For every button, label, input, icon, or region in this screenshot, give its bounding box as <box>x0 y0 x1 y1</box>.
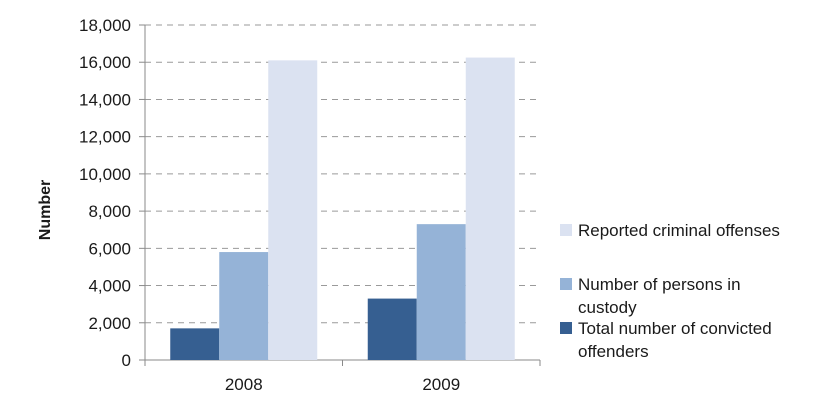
legend-label: Number of persons in custody <box>578 275 741 317</box>
y-tick-label: 2,000 <box>88 314 131 333</box>
y-tick-labels: 0 2,000 4,000 6,000 8,000 10,000 12,000 14,000 1… <box>79 16 131 370</box>
y-tick-label: 6,000 <box>88 239 131 258</box>
legend-item: Reported criminal offenses <box>560 221 780 240</box>
x-tick-label: 2009 <box>422 375 460 394</box>
legend-item: Number of persons in custody <box>560 275 741 317</box>
bar <box>465 57 515 360</box>
y-tick-label: 8,000 <box>88 202 131 221</box>
bar <box>367 298 417 360</box>
bar <box>219 252 269 360</box>
x-tick-label: 2008 <box>225 375 263 394</box>
legend-label: Reported criminal offenses <box>578 221 780 240</box>
y-tick-label: 10,000 <box>79 165 131 184</box>
legend-label: Total number of convicted offenders <box>578 319 772 361</box>
legend-swatch <box>560 224 572 236</box>
legend-swatch <box>560 278 572 290</box>
y-tick-label: 12,000 <box>79 128 131 147</box>
y-tick-label: 16,000 <box>79 53 131 72</box>
y-tick-label: 0 <box>122 351 131 370</box>
bar <box>416 224 466 360</box>
legend-item: Total number of convicted offenders <box>560 319 772 361</box>
bar <box>268 60 318 360</box>
bars <box>170 57 515 360</box>
bar <box>170 328 220 360</box>
legend-swatch <box>560 322 572 334</box>
y-tick-label: 4,000 <box>88 277 131 296</box>
y-tick-label: 18,000 <box>79 16 131 35</box>
legend: Reported criminal offenses Number of pers… <box>560 221 780 361</box>
y-axis-label: Number <box>37 180 54 240</box>
y-tick-label: 14,000 <box>79 90 131 109</box>
x-tick-labels: 2008 2009 <box>225 375 460 394</box>
